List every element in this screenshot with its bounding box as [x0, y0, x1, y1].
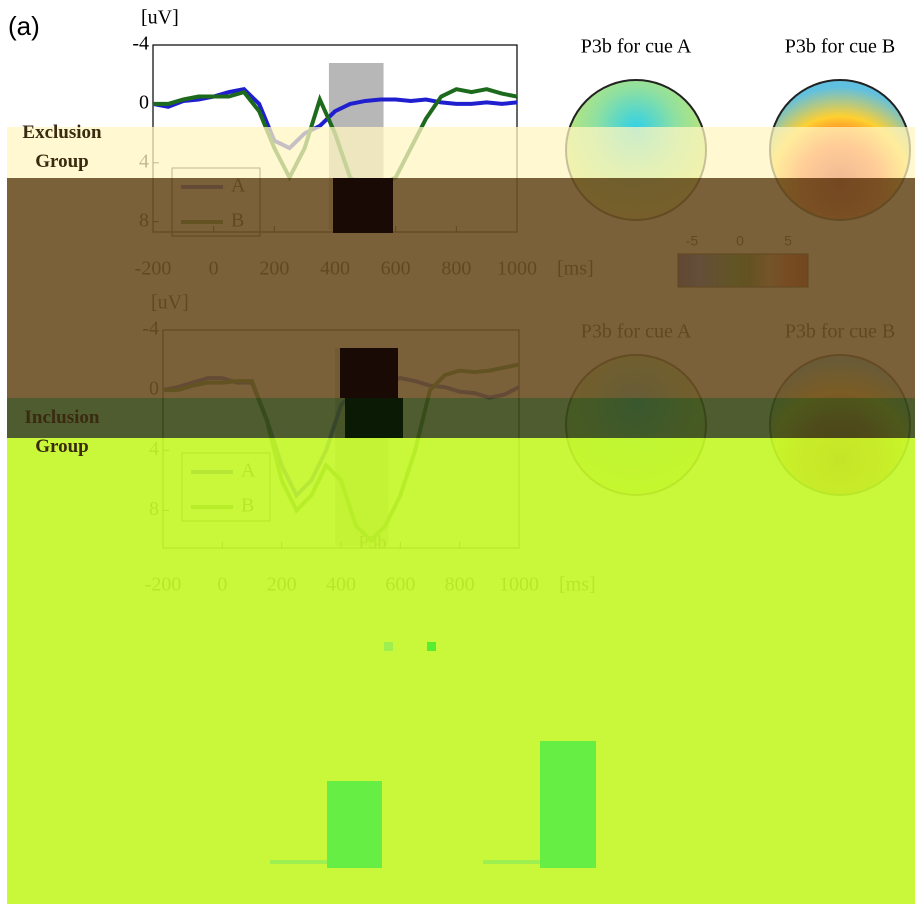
x-tick-label: 600: [381, 258, 411, 280]
y-tick-label: 8: [149, 498, 159, 520]
x-tick-label: 0: [217, 574, 227, 596]
colorbar: [677, 253, 809, 288]
y-tick-label: 4: [149, 438, 159, 460]
window: [328, 63, 384, 230]
y-tick-label: 4: [139, 150, 149, 172]
topomap: [769, 79, 911, 221]
x-tick-label: 800: [445, 574, 475, 596]
colorbar-tick-label: 5: [784, 233, 792, 249]
x-tick-label: -200: [135, 258, 172, 280]
legend-label: A: [241, 460, 256, 482]
y-tick-label: 0: [139, 91, 149, 113]
x-tick-label: 800: [441, 258, 471, 280]
x-tick-label: 400: [326, 574, 356, 596]
x-unit: [ms]: [559, 574, 596, 596]
legend-label: B: [241, 495, 254, 517]
topomap: [565, 354, 707, 496]
colorbar-tick-label: 0: [736, 233, 744, 249]
panel-label: (a): [8, 11, 40, 41]
topomap-title: P3b for cue B: [785, 36, 896, 58]
colorbar-tick-label: -5: [686, 233, 699, 249]
topomap-title: P3b for cue A: [581, 36, 692, 58]
legend-label: B: [231, 210, 244, 232]
y-unit: [uV]: [141, 7, 179, 29]
legend-label: A: [231, 175, 246, 197]
x-tick-label: 600: [385, 574, 415, 596]
x-tick-label: 400: [320, 258, 350, 280]
legend-box: [171, 167, 261, 237]
x-tick-label: 1000: [497, 258, 537, 280]
topomap-title: P3b for cue B: [785, 321, 896, 343]
x-tick-label: 200: [259, 258, 289, 280]
x-tick-label: -200: [145, 574, 182, 596]
window-label: P3b: [354, 216, 382, 236]
y-unit: [uV]: [151, 292, 189, 314]
legend-box: [181, 452, 271, 522]
y-tick-label: 8: [139, 209, 149, 231]
window: [335, 348, 389, 546]
x-tick-label: 1000: [499, 574, 539, 596]
topomap-title: P3b for cue A: [581, 321, 692, 343]
y-tick-label: -4: [132, 33, 149, 55]
x-unit: [ms]: [557, 258, 594, 280]
topomap: [565, 79, 707, 221]
y-tick-label: -4: [142, 318, 159, 340]
y-tick-label: 0: [149, 378, 159, 400]
x-tick-label: 0: [209, 258, 219, 280]
x-tick-label: 200: [267, 574, 297, 596]
topomap: [769, 354, 911, 496]
